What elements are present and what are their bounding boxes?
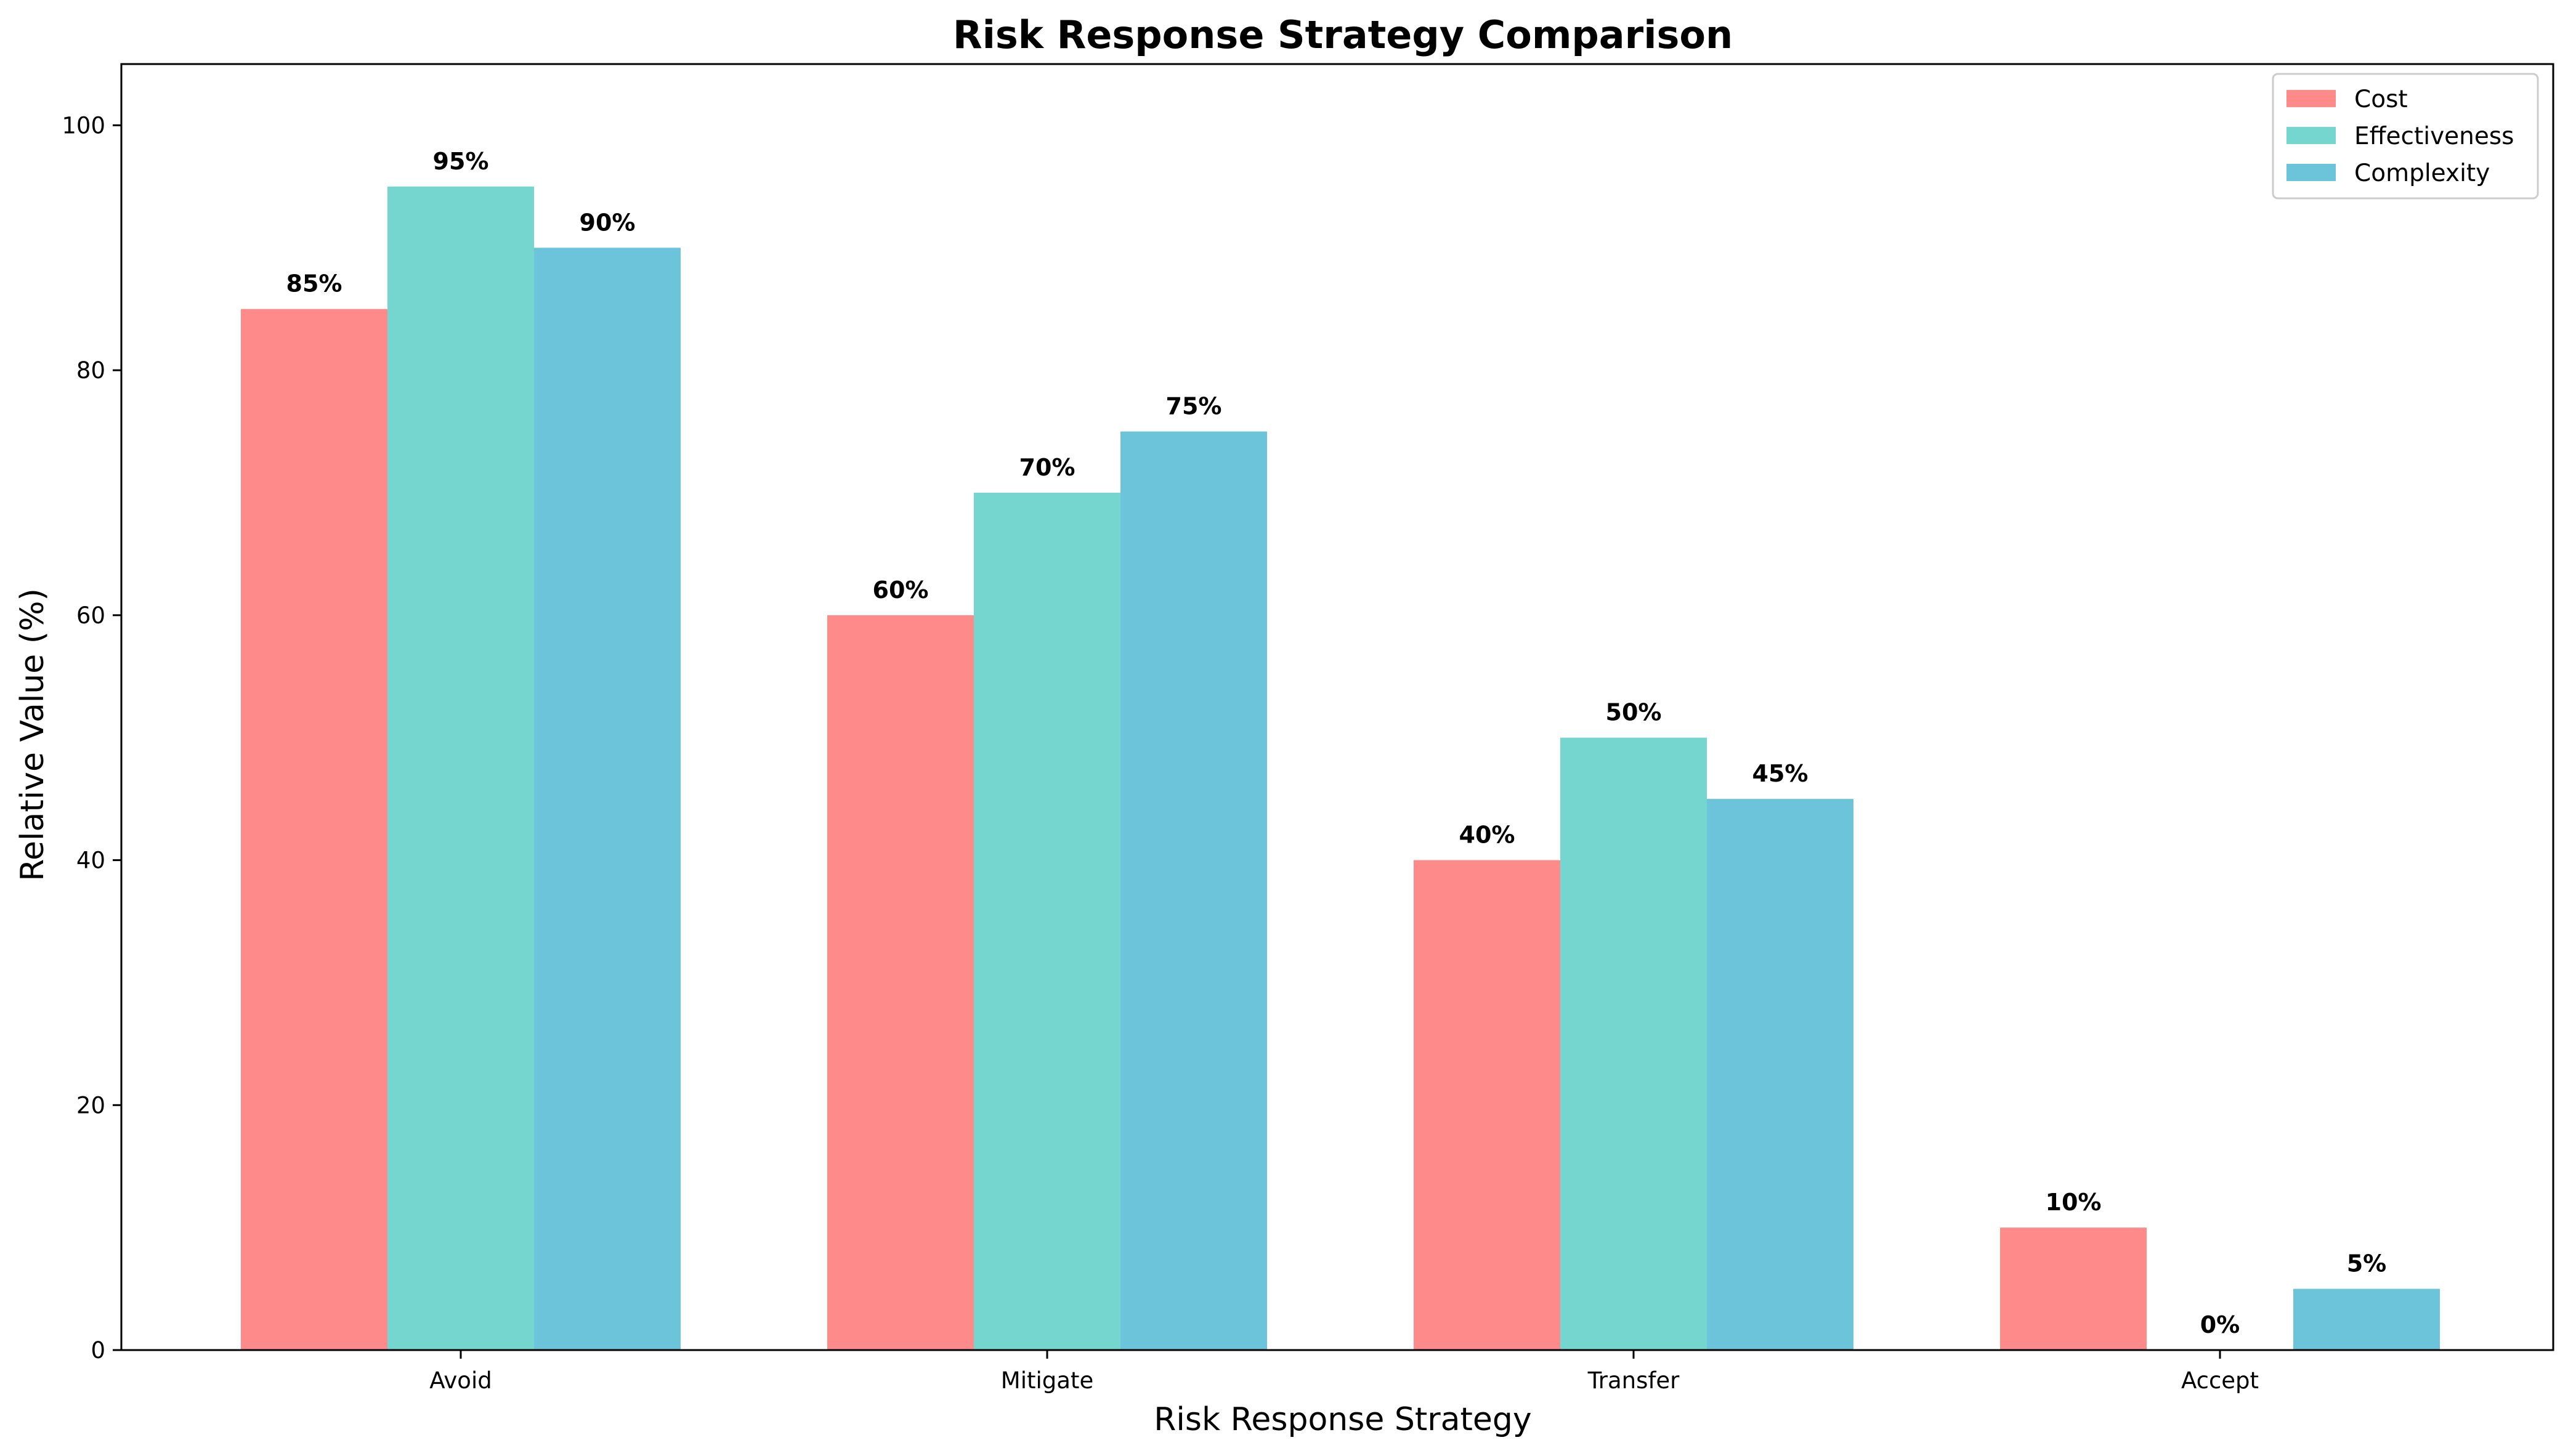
y-tick-label: 60: [76, 602, 105, 629]
bar-transfer-effectiveness: [1560, 737, 1707, 1350]
bar-transfer-cost: [1414, 860, 1560, 1350]
x-tick-label: Avoid: [429, 1367, 492, 1394]
x-tick-label: Accept: [2181, 1367, 2259, 1394]
x-tick-label: Transfer: [1587, 1367, 1680, 1394]
data-label-accept-complexity: 5%: [2347, 1250, 2387, 1277]
y-tick-label: 40: [76, 847, 105, 874]
bar-transfer-complexity: [1707, 799, 1853, 1350]
data-label-accept-cost: 10%: [2046, 1189, 2102, 1216]
data-label-accept-effectiveness: 0%: [2200, 1311, 2240, 1338]
bar-avoid-effectiveness: [387, 186, 534, 1350]
x-tick-label: Mitigate: [1001, 1367, 1093, 1394]
x-axis-label: Risk Response Strategy: [1154, 1401, 1531, 1438]
y-axis-label: Relative Value (%): [14, 588, 51, 881]
legend-swatch-complexity: [2286, 164, 2336, 181]
y-tick-label: 100: [62, 112, 105, 139]
bar-avoid-cost: [241, 309, 387, 1350]
data-label-transfer-cost: 40%: [1459, 822, 1515, 849]
bar-avoid-complexity: [534, 248, 681, 1351]
data-label-mitigate-complexity: 75%: [1166, 393, 1222, 420]
legend: Cost Effectiveness Complexity: [2272, 73, 2539, 200]
y-tick-label: 20: [76, 1092, 105, 1118]
legend-swatch-effectiveness: [2286, 127, 2336, 144]
chart-title: Risk Response Strategy Comparison: [953, 12, 1733, 57]
legend-label-complexity: Complexity: [2354, 160, 2490, 187]
y-tick-label: 0: [91, 1337, 105, 1364]
legend-box: [2272, 73, 2539, 200]
legend-label-effectiveness: Effectiveness: [2354, 123, 2514, 150]
bar-mitigate-cost: [827, 615, 974, 1350]
y-axis: 0 20 40 60 80 100: [62, 112, 121, 1364]
bar-mitigate-complexity: [1120, 431, 1267, 1350]
legend-swatch-cost: [2286, 90, 2336, 107]
data-label-mitigate-effectiveness: 70%: [1019, 454, 1075, 481]
bar-accept-cost: [2000, 1227, 2147, 1350]
bar-accept-complexity: [2293, 1288, 2440, 1350]
x-axis: Avoid Mitigate Transfer Accept: [429, 1350, 2259, 1394]
plot-frame: [120, 63, 2554, 1351]
legend-label-cost: Cost: [2354, 86, 2408, 113]
data-label-avoid-effectiveness: 95%: [433, 148, 489, 175]
data-label-avoid-complexity: 90%: [580, 209, 636, 236]
bar-mitigate-effectiveness: [974, 493, 1120, 1350]
data-label-mitigate-cost: 60%: [873, 576, 929, 604]
data-label-transfer-effectiveness: 50%: [1606, 699, 1662, 726]
bars-layer: [241, 186, 2440, 1351]
data-label-transfer-complexity: 45%: [1752, 760, 1809, 787]
value-labels-layer: 85% 95% 90% 60% 70% 75% 40% 50% 45% 10% 0% 5%: [286, 148, 2387, 1338]
y-tick-label: 80: [76, 357, 105, 384]
data-label-avoid-cost: 85%: [286, 270, 342, 297]
